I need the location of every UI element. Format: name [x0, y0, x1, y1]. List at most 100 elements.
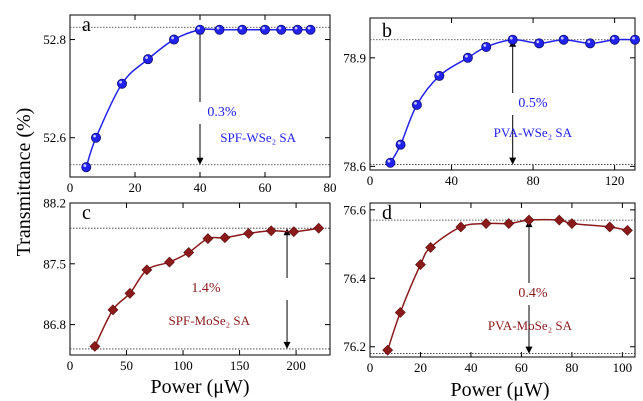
x-tick-label: 80	[565, 360, 578, 375]
data-point	[288, 226, 300, 238]
y-tick-label: 76.6	[343, 202, 366, 217]
data-point	[259, 24, 270, 35]
data-point-highlight	[536, 40, 540, 44]
data-point-highlight	[509, 36, 513, 40]
data-point	[214, 24, 225, 35]
sample-label: SPF-WSe₂ SA	[220, 130, 296, 145]
data-point	[164, 256, 175, 268]
data-point	[219, 232, 231, 244]
x-axis-label-right: Power (μW)	[450, 379, 549, 401]
data-point-highlight	[483, 43, 487, 47]
data-point	[265, 225, 277, 237]
data-point	[237, 24, 248, 35]
arrow-head-down	[196, 157, 204, 165]
y-tick-label: 78.9	[343, 50, 366, 65]
data-point	[434, 70, 445, 81]
data-point	[81, 162, 92, 173]
data-point	[622, 224, 633, 236]
panel-letter: a	[82, 14, 91, 36]
delta-label: 0.4%	[518, 286, 548, 301]
x-tick-label: 40	[445, 173, 458, 188]
data-point	[385, 157, 396, 168]
arrow-head-down	[283, 341, 291, 349]
data-point	[202, 233, 214, 245]
data-point	[411, 99, 422, 110]
x-tick-label: 40	[194, 180, 207, 195]
y-tick-label: 52.6	[43, 130, 66, 145]
data-point	[481, 41, 492, 52]
data-point	[425, 242, 436, 253]
sample-label: SPF-MoSe₂ SA	[169, 313, 251, 328]
x-tick-label: 0	[367, 360, 374, 375]
x-tick-label: 100	[613, 360, 633, 375]
y-axis-label: Transmittance (%)	[13, 108, 35, 257]
data-point	[89, 340, 101, 352]
data-point	[585, 38, 596, 49]
plot-frame	[369, 17, 636, 171]
data-point	[415, 259, 426, 271]
data-point	[455, 221, 467, 233]
data-point-highlight	[611, 36, 615, 40]
data-point-highlight	[587, 40, 591, 44]
data-point-highlight	[197, 26, 201, 30]
sample-label: PVA-MoSe₂ SA	[488, 318, 573, 333]
data-point	[194, 24, 205, 35]
x-tick-label: 40	[464, 360, 477, 375]
chart-panel-c: 0 50 100 150 200 86.8 87.5 88.2 c 1.4% SPF-MoSe₂ S…	[43, 196, 331, 373]
data-point-highlight	[465, 54, 468, 58]
x-tick-label: 150	[230, 358, 250, 373]
data-point-highlight	[145, 56, 149, 59]
data-point	[462, 52, 473, 63]
fit-curve	[85, 28, 311, 168]
panel-letter: c	[82, 202, 91, 224]
plot-frame	[369, 202, 636, 358]
delta-label: 0.5%	[518, 96, 548, 111]
data-point	[604, 221, 616, 233]
data-point-highlight	[397, 141, 401, 145]
chart-panels: 0 20 40 60 80 52.6 52.8 a 0.3% SPF-WSe₂ SA 0 40 80 12…	[43, 14, 641, 375]
data-point	[142, 54, 153, 65]
data-point	[91, 132, 102, 143]
data-point	[313, 222, 325, 234]
panel-letter: d	[382, 202, 392, 224]
y-tick-label: 86.8	[43, 317, 66, 332]
x-tick-label: 0	[67, 358, 74, 373]
data-point-highlight	[278, 26, 282, 30]
data-point	[394, 307, 406, 318]
data-point-highlight	[83, 164, 87, 167]
y-tick-label: 88.2	[43, 196, 66, 211]
data-point-highlight	[216, 26, 220, 30]
panel-letter: b	[382, 20, 392, 42]
data-point	[507, 34, 518, 45]
data-point	[292, 24, 303, 35]
data-point-highlight	[414, 101, 417, 105]
data-point-highlight	[387, 159, 391, 163]
data-point	[107, 304, 119, 316]
data-point	[276, 24, 287, 35]
data-point-highlight	[436, 72, 440, 76]
data-point-highlight	[294, 26, 298, 30]
arrow-head-down	[525, 346, 533, 354]
x-tick-label: 100	[173, 358, 193, 373]
data-point	[553, 214, 565, 226]
y-tick-label: 52.8	[43, 32, 66, 47]
chart-panel-b: 0 40 80 120 78.6 78.9 b 0.5% PVA-WSe₂ SA	[343, 17, 641, 188]
data-point	[117, 78, 128, 89]
data-point	[523, 214, 535, 226]
delta-label: 0.3%	[207, 105, 237, 120]
data-point	[609, 34, 620, 45]
data-point	[534, 38, 545, 49]
x-tick-label: 80	[324, 180, 337, 195]
data-point	[141, 264, 153, 276]
x-tick-label: 200	[286, 358, 306, 373]
data-point	[168, 34, 179, 45]
data-point-highlight	[93, 134, 96, 138]
plot-frame	[69, 202, 331, 356]
x-tick-label: 20	[129, 180, 142, 195]
data-point	[124, 287, 136, 299]
data-point	[503, 218, 515, 229]
data-point	[558, 34, 569, 45]
arrow-head-down	[509, 157, 517, 165]
x-tick-label: 0	[367, 173, 374, 188]
